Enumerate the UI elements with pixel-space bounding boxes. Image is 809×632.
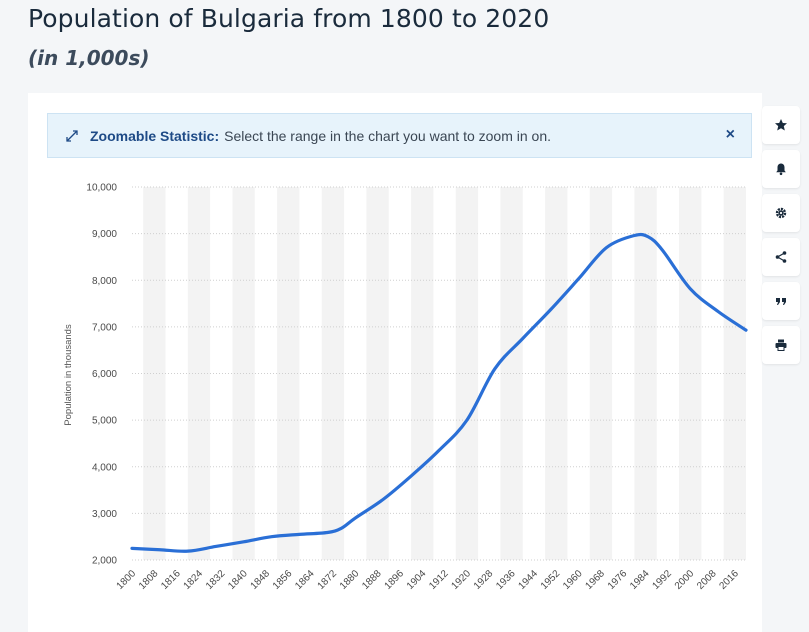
x-tick-label: 1912 — [427, 568, 451, 592]
print-button[interactable] — [762, 326, 800, 364]
x-tick-label: 1992 — [650, 568, 674, 592]
y-tick-label: 2,000 — [92, 556, 117, 567]
x-tick-label: 1944 — [517, 568, 541, 592]
share-button[interactable] — [762, 238, 800, 276]
print-icon — [775, 339, 787, 351]
notification-button[interactable] — [762, 150, 800, 188]
y-tick-label: 9,000 — [92, 229, 117, 240]
x-tick-label: 2000 — [673, 568, 697, 592]
x-tick-label: 1832 — [204, 568, 228, 592]
x-tick-label: 1848 — [249, 568, 273, 592]
x-tick-label: 1840 — [226, 568, 250, 592]
x-tick-label: 1960 — [561, 568, 585, 592]
y-tick-label: 10,000 — [86, 183, 117, 194]
bell-icon — [776, 163, 786, 176]
x-tick-label: 1888 — [360, 568, 384, 592]
x-tick-label: 1920 — [450, 568, 474, 592]
x-tick-label: 1896 — [383, 568, 407, 592]
x-tick-label: 1864 — [293, 568, 317, 592]
quote-icon — [776, 298, 786, 305]
settings-button[interactable] — [762, 194, 800, 232]
chart-band — [321, 187, 345, 560]
x-tick-label: 1816 — [159, 568, 183, 592]
favorite-button[interactable] — [762, 106, 800, 144]
chart-band — [455, 187, 479, 560]
y-tick-label: 4,000 — [92, 462, 117, 473]
side-toolbar — [762, 106, 802, 370]
banner-label: Zoomable Statistic: — [90, 127, 220, 144]
x-tick-label: 1872 — [316, 568, 340, 592]
x-tick-label: 1928 — [472, 568, 496, 592]
zoom-banner: Zoomable Statistic: Select the range in … — [47, 113, 752, 158]
gear-icon — [775, 207, 787, 219]
x-tick-label: 1952 — [539, 568, 563, 592]
chart-band — [723, 187, 746, 560]
page-subtitle: (in 1,000s) — [28, 46, 150, 70]
x-tick-label: 1880 — [338, 568, 362, 592]
series-line-population[interactable] — [130, 232, 748, 553]
y-tick-label: 8,000 — [92, 276, 117, 287]
x-tick-label: 1976 — [606, 568, 630, 592]
x-tick-label: 1904 — [405, 568, 429, 592]
cite-button[interactable] — [762, 282, 800, 320]
x-tick-label: 1936 — [494, 568, 518, 592]
page-title: Population of Bulgaria from 1800 to 2020 — [28, 4, 550, 33]
x-tick-label: 1800 — [115, 568, 139, 592]
chart-band — [500, 187, 523, 560]
x-tick-label: 2016 — [717, 568, 741, 592]
share-icon — [775, 251, 787, 263]
x-tick-label: 1808 — [137, 568, 161, 592]
x-tick-label: 1984 — [628, 568, 652, 592]
x-tick-label: 1824 — [182, 568, 206, 592]
x-tick-label: 2008 — [695, 568, 719, 592]
y-axis-label: Population in thousands — [63, 324, 74, 426]
banner-text: Select the range in the chart you want t… — [224, 127, 552, 144]
y-tick-label: 5,000 — [92, 416, 117, 427]
close-icon[interactable]: × — [725, 126, 735, 143]
star-icon — [775, 119, 787, 131]
expand-icon — [64, 128, 80, 144]
chart-band — [411, 187, 434, 560]
y-tick-label: 6,000 — [92, 369, 117, 380]
x-tick-label: 1968 — [583, 568, 607, 592]
y-tick-label: 3,000 — [92, 509, 117, 520]
x-tick-label: 1856 — [271, 568, 295, 592]
y-tick-label: 7,000 — [92, 322, 117, 333]
